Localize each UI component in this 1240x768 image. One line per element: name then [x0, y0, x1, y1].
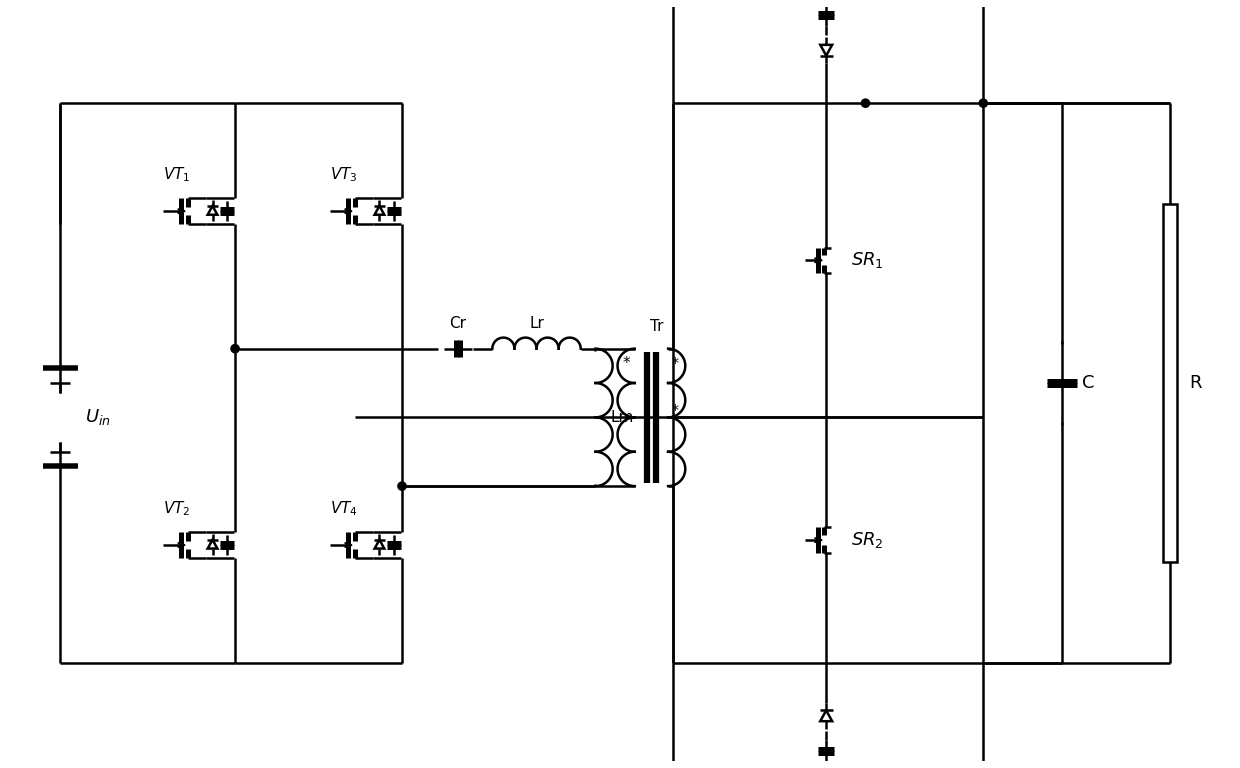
Text: $SR_2$: $SR_2$ [851, 530, 883, 550]
Polygon shape [207, 206, 217, 215]
Circle shape [862, 99, 869, 108]
Text: Lm: Lm [610, 410, 634, 425]
Polygon shape [207, 540, 217, 548]
Text: *: * [672, 356, 680, 370]
Text: R: R [1189, 374, 1202, 392]
Bar [1163, 204, 1177, 562]
Circle shape [398, 482, 407, 490]
Text: $VT_2$: $VT_2$ [164, 499, 191, 518]
Text: $VT_3$: $VT_3$ [330, 165, 358, 184]
Text: *: * [672, 402, 680, 416]
Text: Cr: Cr [449, 316, 466, 331]
Text: Tr: Tr [650, 319, 663, 334]
Polygon shape [374, 540, 384, 548]
Text: $VT_1$: $VT_1$ [164, 165, 191, 184]
Text: $U_{in}$: $U_{in}$ [84, 407, 110, 427]
Text: C: C [1081, 374, 1094, 392]
Circle shape [231, 345, 239, 353]
Circle shape [980, 99, 987, 108]
Text: $VT_4$: $VT_4$ [330, 499, 358, 518]
Polygon shape [821, 710, 832, 721]
Text: $SR_1$: $SR_1$ [851, 250, 884, 270]
Text: *: * [622, 356, 630, 371]
Polygon shape [374, 206, 384, 215]
Text: Lr: Lr [529, 316, 544, 331]
Polygon shape [821, 45, 832, 55]
